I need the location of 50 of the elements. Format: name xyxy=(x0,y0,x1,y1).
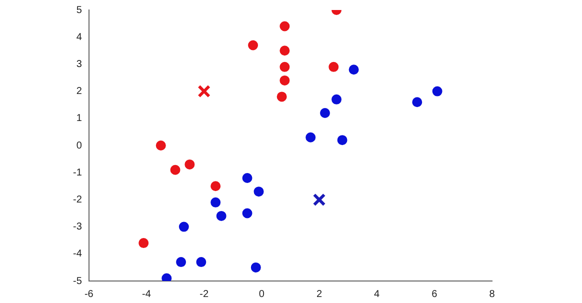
point xyxy=(242,173,252,184)
point xyxy=(337,135,348,146)
point xyxy=(156,140,166,150)
y-tick-label: 3 xyxy=(76,58,82,70)
x-tick-label: -2 xyxy=(200,288,209,300)
point xyxy=(210,181,221,192)
point xyxy=(280,75,290,86)
point xyxy=(210,197,221,208)
point xyxy=(196,257,206,268)
y-tick-label: 0 xyxy=(76,140,82,152)
y-tick-label: 2 xyxy=(76,86,82,98)
y-tick-label: -3 xyxy=(72,222,82,233)
y-tick-label: -5 xyxy=(72,276,82,287)
y-tick-label: 4 xyxy=(76,32,82,43)
point xyxy=(280,62,290,72)
point xyxy=(280,21,290,32)
point xyxy=(198,84,211,98)
y-tick-label: 1 xyxy=(76,113,82,124)
x-tick-label: 4 xyxy=(374,288,380,300)
x-tick-label: -4 xyxy=(142,288,152,300)
y-tick-label: -4 xyxy=(72,248,82,260)
point xyxy=(412,97,422,108)
point xyxy=(328,62,339,72)
point xyxy=(312,193,326,206)
point xyxy=(306,132,316,142)
x-tick-label: 6 xyxy=(432,288,438,300)
y-tick-label: -2 xyxy=(72,194,82,206)
point xyxy=(248,40,258,50)
y-tick-label: 5 xyxy=(76,4,82,16)
x-tick-label: 2 xyxy=(316,288,322,300)
point xyxy=(280,46,290,56)
point xyxy=(432,86,442,96)
point xyxy=(184,159,195,170)
point xyxy=(162,273,172,281)
x-tick-label: 8 xyxy=(489,288,496,300)
y-tick-label: -1 xyxy=(72,167,82,178)
point xyxy=(332,94,342,104)
point xyxy=(138,238,149,248)
x-tick-label: -6 xyxy=(84,288,94,300)
point xyxy=(170,164,180,175)
point xyxy=(216,210,226,221)
point xyxy=(250,262,261,272)
x-tick-label: 0 xyxy=(258,288,265,300)
point xyxy=(254,186,264,197)
point xyxy=(276,92,287,102)
point xyxy=(242,208,252,218)
point xyxy=(178,222,189,232)
point xyxy=(176,257,186,268)
point xyxy=(320,108,330,118)
point xyxy=(348,64,359,75)
